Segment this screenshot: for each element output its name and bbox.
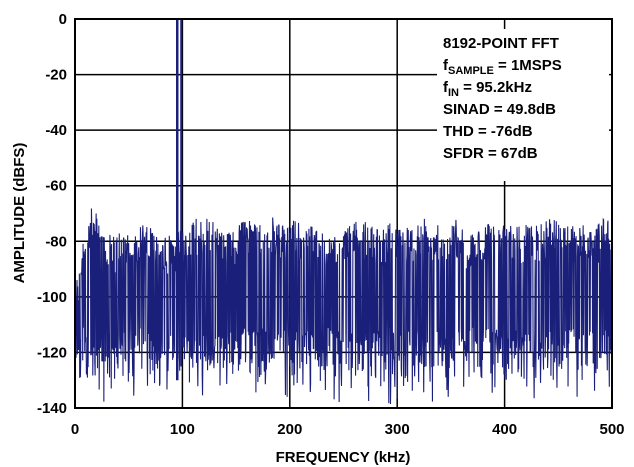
x-tick-label: 300 (385, 421, 410, 438)
annotation-line: 8192-POINT FFT (443, 35, 559, 52)
y-tick-label: -20 (45, 67, 67, 84)
annotation-line: fIN = 95.2kHz (443, 79, 532, 99)
y-tick-label: -100 (37, 289, 67, 306)
annotation-line: fSAMPLE = 1MSPS (443, 57, 562, 77)
y-tick-label: -140 (37, 400, 67, 417)
x-tick-label: 0 (71, 421, 79, 438)
spectrum-series (74, 19, 613, 404)
y-tick-label: -60 (45, 178, 67, 195)
spectrum-noise-trace (74, 208, 613, 404)
annotation-line: THD = -76dB (443, 123, 533, 140)
plot-frame (74, 18, 613, 409)
y-tick-label: 0 (59, 11, 67, 28)
annotation-line: SFDR = 67dB (443, 145, 538, 162)
x-tick-label: 200 (277, 421, 302, 438)
x-tick-label: 400 (492, 421, 517, 438)
x-tick-labels: 0 100 200 300 400 500 (71, 421, 625, 438)
annotation-line: SINAD = 49.8dB (443, 101, 556, 118)
y-tick-label: -80 (45, 233, 67, 250)
x-axis-label: FREQUENCY (kHz) (276, 449, 411, 466)
y-axis-label: AMPLITUDE (dBFS) (11, 143, 28, 284)
x-tick-label: 500 (599, 421, 624, 438)
annotation-box (437, 29, 609, 181)
y-tick-labels: 0 -20 -40 -60 -80 -100 -120 -140 (37, 11, 67, 417)
y-tick-label: -120 (37, 344, 67, 361)
x-tick-label: 100 (170, 421, 195, 438)
y-tick-label: -40 (45, 122, 67, 139)
